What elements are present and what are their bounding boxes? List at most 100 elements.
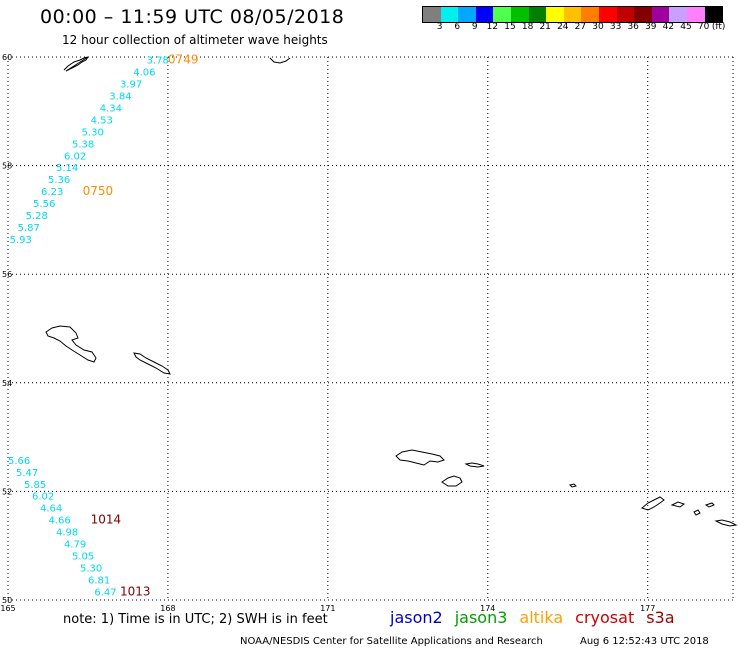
island-rat-3 (704, 502, 715, 508)
legend-label: 9 (471, 22, 478, 32)
swh-value: 5.47 (16, 468, 38, 479)
legend-label: 3 (436, 22, 443, 32)
legend-unit: (ft) (711, 22, 726, 32)
lat-tick-label: 50 (2, 596, 12, 605)
satellite-s3a: s3a (646, 608, 675, 627)
legend-swatch (423, 7, 441, 22)
swh-value: 6.47 (94, 587, 116, 598)
swh-value: 3.97 (120, 80, 142, 91)
footer-timestamp: Aug 6 12:52:43 UTC 2018 (580, 636, 709, 647)
satellite-jason3: jason3 (454, 608, 508, 627)
map-frame (7, 57, 734, 600)
coastline-kamchatka-north (63, 56, 89, 72)
island-rat-1 (670, 501, 686, 508)
units-note: note: 1) Time is in UTC; 2) SWH is in fe… (63, 612, 328, 627)
legend-label: 70 (697, 22, 710, 32)
swh-value: 3.84 (109, 92, 131, 103)
pass-time-label: 1014 (91, 513, 122, 527)
swh-value: 5.30 (82, 127, 104, 138)
island-kiska (640, 496, 665, 511)
lat-tick-label: 56 (2, 270, 12, 279)
swh-value: 6.02 (32, 492, 54, 503)
legend-swatch (616, 7, 635, 22)
legend-swatch (440, 7, 459, 22)
swh-value: 5.30 (80, 563, 102, 574)
swh-value: 6.23 (41, 187, 63, 198)
legend-swatch (704, 7, 723, 22)
island-amchitka (714, 519, 738, 527)
swh-value: 3.78 (147, 56, 169, 67)
swh-value: 5.38 (72, 139, 94, 150)
legend-swatch (546, 7, 564, 22)
legend-swatch (598, 7, 617, 22)
swh-value: 5.05 (72, 551, 94, 562)
legend-label: 45 (680, 22, 692, 32)
footer-credit: NOAA/NESDIS Center for Satellite Applica… (240, 636, 543, 647)
map-subtitle: 12 hour collection of altimeter wave hei… (62, 33, 328, 47)
swh-value: 6.81 (88, 575, 110, 586)
coastline-north-edge (269, 57, 291, 64)
lon-tick-label: 177 (640, 604, 655, 613)
legend-label: 27 (574, 22, 587, 32)
legend-label: 18 (521, 22, 534, 32)
satellite-jason2: jason2 (390, 608, 443, 627)
island-agattu (441, 475, 463, 487)
legend-label: 36 (627, 22, 639, 32)
pass-time-label: 0749 (168, 53, 199, 67)
legend-swatch (458, 7, 476, 22)
legend-label: 21 (539, 22, 551, 32)
legend-swatch (651, 7, 670, 22)
coastlines (45, 56, 738, 527)
legend-swatch (581, 7, 599, 22)
island-bering (45, 325, 97, 363)
legend-label: 15 (504, 22, 516, 32)
legend-swatch (686, 7, 705, 22)
legend-label: 30 (592, 22, 604, 32)
swh-value: 4.79 (64, 540, 86, 551)
island-attu (395, 449, 445, 466)
swh-value: 4.53 (91, 115, 113, 126)
swh-value: 5.66 (8, 456, 30, 467)
swh-value: 5.85 (24, 480, 46, 491)
swh-value: 4.34 (100, 103, 122, 114)
legend-swatch (510, 7, 529, 22)
legend-label: 33 (609, 22, 622, 32)
altimeter-observations: 3.784.063.973.844.344.535.305.386.025.14… (8, 53, 198, 599)
swh-value: 4.64 (40, 504, 62, 515)
legend-swatch (493, 7, 511, 22)
legend-swatch (528, 7, 547, 22)
legend-label: 42 (662, 22, 675, 32)
legend-label: 39 (645, 22, 657, 32)
lon-tick-label: 165 (0, 604, 15, 613)
swh-value: 5.36 (48, 175, 70, 186)
island-medny (133, 352, 171, 375)
lat-tick-label: 60 (2, 53, 12, 62)
swh-value: 4.66 (49, 516, 71, 527)
color-legend-bar (422, 6, 724, 23)
lat-tick-label: 54 (2, 379, 12, 388)
lat-tick-label: 52 (2, 487, 12, 496)
satellite-cryosat: cryosat (575, 608, 635, 627)
pass-time-label: 1013 (120, 584, 151, 598)
swh-value: 5.28 (26, 211, 48, 222)
legend-swatch (634, 7, 652, 22)
swh-value: 5.14 (56, 163, 78, 174)
swh-value: 5.93 (10, 235, 32, 246)
lon-tick-label: 171 (320, 604, 335, 613)
legend-swatch (563, 7, 582, 22)
swh-value: 5.87 (18, 223, 40, 234)
swh-value: 5.56 (33, 199, 55, 210)
satellite-altika: altika (519, 608, 564, 627)
legend-swatch (475, 7, 494, 22)
lon-tick-label: 174 (480, 604, 495, 613)
legend-label: 24 (557, 22, 569, 32)
island-rat-2 (693, 509, 701, 516)
color-legend-labels: 3 6 9 12 15 18 21 24 27 30 33 36 39 42 45 70 (ft) (422, 22, 740, 36)
map-title: 00:00 – 11:59 UTC 08/05/2018 (40, 6, 345, 28)
lon-tick-label: 168 (160, 604, 175, 613)
island-semichi (464, 462, 485, 468)
legend-label: 6 (454, 22, 461, 32)
lat-tick-label: 58 (2, 162, 12, 171)
